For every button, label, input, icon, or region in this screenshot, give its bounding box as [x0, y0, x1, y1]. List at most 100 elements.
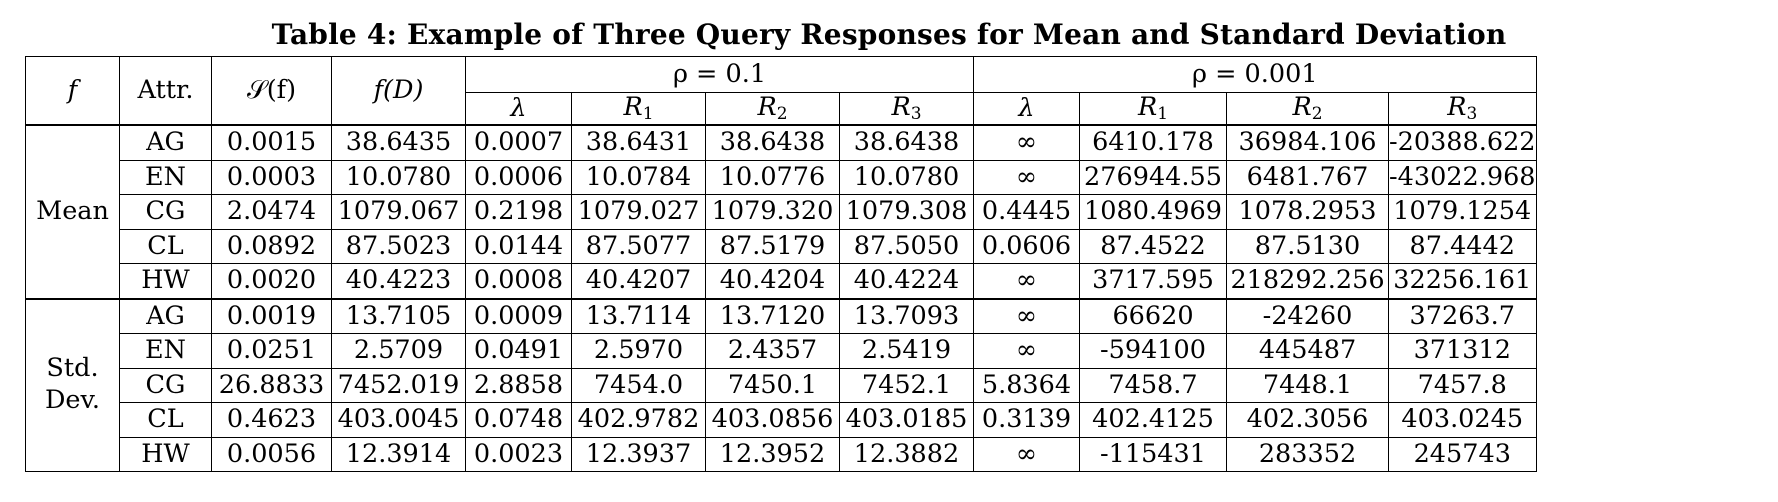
cell-lambda-2: 5.8364	[973, 367, 1080, 403]
header-lambda-2: λ	[973, 92, 1080, 126]
cell-r2-a: 2.4357	[705, 333, 840, 369]
cell-r3-a: 38.6438	[839, 124, 974, 161]
cell-r3-b: 1079.1254	[1388, 194, 1537, 230]
cell-sf: 0.0056	[211, 436, 332, 472]
cell-sf: 26.8833	[211, 367, 332, 403]
table-row: Std. Dev. AG 0.0019 13.7105 0.0009 13.711…	[25, 297, 1537, 472]
cell-attr: EN	[119, 159, 212, 195]
cell-r3-b: 37263.7	[1388, 297, 1537, 334]
cell-r2-b: 87.5130	[1226, 228, 1389, 264]
cell-sf: 0.0251	[211, 333, 332, 369]
cell-r1-b: -594100	[1079, 333, 1227, 369]
cell-r1-a: 402.9782	[571, 402, 706, 438]
header-fd: f(D)	[331, 56, 466, 126]
cell-r3-a: 87.5050	[839, 228, 974, 264]
cell-fd: 40.4223	[331, 263, 466, 299]
cell-r2-b: 445487	[1226, 333, 1389, 369]
cell-r3-a: 1079.308	[839, 194, 974, 230]
cell-lambda-1: 0.0023	[465, 436, 572, 472]
table-row: CL 0.0892 87.5023 0.0144 87.5077 87.5179…	[26, 228, 1537, 264]
table-row: HW 0.0020 40.4223 0.0008 40.4207 40.4204…	[26, 263, 1537, 299]
header-row-2: λ R1 R2 R3 λ R1 R2 R3	[26, 92, 1537, 126]
cell-r3-a: 10.0780	[839, 159, 974, 195]
cell-r1-b: 87.4522	[1079, 228, 1227, 264]
cell-r2-b: 402.3056	[1226, 402, 1389, 438]
cell-lambda-1: 0.2198	[465, 194, 572, 230]
cell-r1-b: -115431	[1079, 436, 1227, 472]
cell-r1-b: 276944.55	[1079, 159, 1227, 195]
cell-r2-b: 283352	[1226, 436, 1389, 472]
cell-r1-a: 38.6431	[571, 124, 706, 161]
cell-attr: HW	[119, 436, 212, 472]
cell-lambda-1: 0.0007	[465, 124, 572, 161]
cell-r3-a: 40.4224	[839, 263, 974, 299]
cell-fd: 2.5709	[331, 333, 466, 369]
header-r1-a: R1	[571, 92, 706, 126]
group-label-mean: Mean	[25, 124, 120, 299]
cell-attr: CG	[119, 194, 212, 230]
cell-r1-b: 402.4125	[1079, 402, 1227, 438]
cell-lambda-2: ∞	[973, 333, 1080, 369]
cell-r2-b: 6481.767	[1226, 159, 1389, 195]
cell-r1-a: 87.5077	[571, 228, 706, 264]
header-lambda-1: λ	[465, 92, 572, 126]
header-attr: Attr.	[119, 56, 212, 126]
header-r2-a: R2	[705, 92, 840, 126]
header-r3-b: R3	[1388, 92, 1537, 126]
cell-r3-a: 13.7093	[839, 297, 974, 334]
results-table: f Attr. 𝒮(f) f(D) ρ = 0.1 ρ = 0.001 λ R1…	[25, 56, 1537, 472]
cell-r3-b: 403.0245	[1388, 402, 1537, 438]
cell-fd: 7452.019	[331, 367, 466, 403]
cell-r3-a: 2.5419	[839, 333, 974, 369]
group-label-std-dev: Std. Dev.	[25, 297, 120, 472]
cell-lambda-2: ∞	[973, 159, 1080, 195]
cell-fd: 38.6435	[331, 124, 466, 161]
cell-r1-b: 66620	[1079, 297, 1227, 334]
cell-sf: 0.0003	[211, 159, 332, 195]
cell-sf: 0.0015	[211, 124, 332, 161]
cell-sf: 0.0892	[211, 228, 332, 264]
cell-r3-b: 7457.8	[1388, 367, 1537, 403]
header-f: f	[25, 56, 120, 126]
cell-r2-b: 36984.106	[1226, 124, 1389, 161]
cell-sf: 2.0474	[211, 194, 332, 230]
header-row-1: f Attr. 𝒮(f) f(D) ρ = 0.1 ρ = 0.001	[25, 56, 1537, 126]
cell-attr: HW	[119, 263, 212, 299]
table-row: Mean AG 0.0015 38.6435 0.0007 38.6431 38…	[25, 124, 1537, 299]
cell-lambda-2: 0.4445	[973, 194, 1080, 230]
cell-r1-a: 1079.027	[571, 194, 706, 230]
cell-r1-a: 12.3937	[571, 436, 706, 472]
header-sensitivity: 𝒮(f)	[211, 56, 332, 126]
table-caption: Table 4: Example of Three Query Response…	[271, 18, 1507, 51]
cell-r1-a: 40.4207	[571, 263, 706, 299]
header-r2-b: R2	[1226, 92, 1389, 126]
cell-r3-b: -20388.622	[1388, 124, 1537, 161]
cell-lambda-1: 0.0144	[465, 228, 572, 264]
cell-r2-a: 13.7120	[705, 297, 840, 334]
cell-r1-b: 3717.595	[1079, 263, 1227, 299]
cell-r3-b: -43022.968	[1388, 159, 1537, 195]
cell-r1-b: 6410.178	[1079, 124, 1227, 161]
cell-lambda-2: ∞	[973, 436, 1080, 472]
table-row: CG 2.0474 1079.067 0.2198 1079.027 1079.…	[26, 194, 1537, 230]
cell-attr: CL	[119, 402, 212, 438]
cell-sf: 0.4623	[211, 402, 332, 438]
cell-fd: 13.7105	[331, 297, 466, 334]
table-row: HW 0.0056 12.3914 0.0023 12.3937 12.3952…	[26, 436, 1537, 472]
cell-lambda-2: ∞	[973, 263, 1080, 299]
cell-r2-a: 403.0856	[705, 402, 840, 438]
table-row: EN 0.0003 10.0780 0.0006 10.0784 10.0776…	[26, 159, 1537, 195]
cell-lambda-1: 0.0748	[465, 402, 572, 438]
cell-attr: AG	[119, 124, 212, 161]
header-rho-0.1: ρ = 0.1	[465, 56, 974, 93]
cell-lambda-1: 0.0008	[465, 263, 572, 299]
cell-r2-a: 38.6438	[705, 124, 840, 161]
cell-r2-a: 40.4204	[705, 263, 840, 299]
cell-fd: 10.0780	[331, 159, 466, 195]
cell-lambda-2: 0.0606	[973, 228, 1080, 264]
cell-fd: 1079.067	[331, 194, 466, 230]
cell-attr: EN	[119, 333, 212, 369]
cell-r2-a: 12.3952	[705, 436, 840, 472]
cell-sf: 0.0020	[211, 263, 332, 299]
cell-fd: 12.3914	[331, 436, 466, 472]
